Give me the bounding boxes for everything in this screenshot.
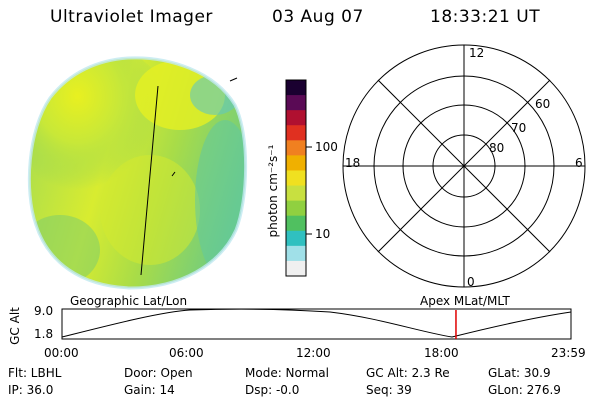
orbit-plot-frame <box>61 308 572 340</box>
mlat-label-80: 80 <box>489 141 505 155</box>
x-tick-2359: 23:59 <box>551 346 586 360</box>
status-ip: IP: 36.0 <box>8 383 54 397</box>
colorbar-segment <box>286 230 306 247</box>
instrument-title: Ultraviolet Imager <box>50 7 213 27</box>
mlt-label-12: 12 <box>469 46 485 60</box>
status-door: Door: Open <box>124 366 193 380</box>
y-tick-1-8: 1.8 <box>34 327 54 341</box>
x-tick-0000: 00:00 <box>44 346 79 360</box>
colorbar-segment <box>286 95 306 111</box>
y-tick-9: 9.0 <box>34 304 54 318</box>
earth-limb <box>27 56 248 290</box>
earth-disk <box>29 57 246 288</box>
status-mode: Mode: Normal <box>245 366 329 380</box>
status-glon: GLon: 276.9 <box>488 383 561 397</box>
x-tick-1200: 12:00 <box>296 346 331 360</box>
colorbar-segment <box>286 200 306 217</box>
tick-mark <box>229 77 238 82</box>
colorbar-segment <box>286 260 306 277</box>
colorbar-tick-10: 10 <box>315 227 331 241</box>
polar-diagonal <box>377 79 551 253</box>
colorbar-segment <box>286 155 306 171</box>
tick-mark <box>171 171 176 177</box>
mlat-label-70: 70 <box>511 121 527 135</box>
mlt-label-18: 18 <box>345 156 361 170</box>
colorbar-segment <box>286 245 306 262</box>
colorbar-frame <box>285 79 307 277</box>
colorbar-segment <box>286 110 306 126</box>
apex-caption: Apex MLat/MLT <box>420 294 510 308</box>
x-tick-1800: 18:00 <box>424 346 459 360</box>
mlt-label-6: 6 <box>575 156 583 170</box>
colorbar-tick-100: 100 <box>315 140 338 154</box>
date-label: 03 Aug 07 <box>272 7 364 27</box>
altitude-curve <box>61 308 572 338</box>
colorbar-segment <box>286 140 306 156</box>
colorbar-segment <box>286 170 306 187</box>
colorbar-segment <box>286 185 306 202</box>
status-glat: GLat: 30.9 <box>488 366 551 380</box>
geographic-caption: Geographic Lat/Lon <box>70 294 188 308</box>
status-filter: Flt: LBHL <box>8 366 62 380</box>
terminator-line <box>140 85 159 276</box>
x-tick-0600: 06:00 <box>169 346 204 360</box>
colorbar <box>285 79 307 277</box>
status-seq: Seq: 39 <box>366 383 412 397</box>
time-label: 18:33:21 UT <box>430 7 541 27</box>
mlt-label-0: 0 <box>467 275 475 289</box>
status-gain: Gain: 14 <box>124 383 175 397</box>
colorbar-segment <box>286 125 306 141</box>
status-dsp: Dsp: -0.0 <box>245 383 300 397</box>
status-gc-alt: GC Alt: 2.3 Re <box>366 366 450 380</box>
mlat-label-60: 60 <box>535 97 551 111</box>
colorbar-segment <box>286 80 306 96</box>
colorbar-segment <box>286 215 306 232</box>
